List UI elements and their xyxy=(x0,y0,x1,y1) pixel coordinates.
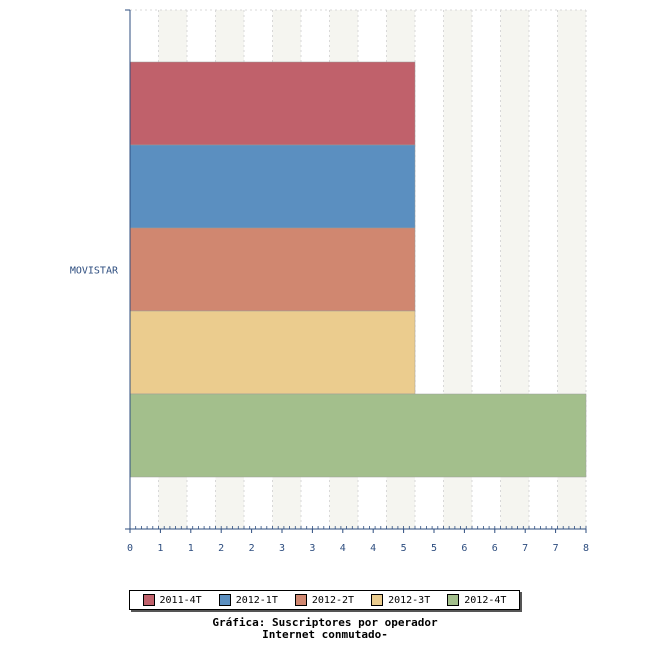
chart-title: Gráfica: Suscriptores por operador Inter… xyxy=(0,617,650,641)
legend: 2011-4T 2012-1T 2012-2T 2012-3T 2012-4T xyxy=(129,590,520,610)
x-tick-label: 6 xyxy=(461,543,467,554)
legend-swatch xyxy=(371,594,384,606)
x-tick-label: 7 xyxy=(553,543,559,554)
x-tick-label: 8 xyxy=(583,543,589,554)
bar xyxy=(129,61,416,146)
bars xyxy=(129,61,587,478)
legend-label: 2012-2T xyxy=(311,594,355,606)
legend-label: 2011-4T xyxy=(159,594,202,606)
legend-swatch xyxy=(142,594,155,606)
bar xyxy=(129,393,587,478)
x-tick-label: 2 xyxy=(249,543,255,554)
legend-item: 2012-4T xyxy=(447,594,506,606)
legend-label: 2012-4T xyxy=(464,594,507,606)
legend-label: 2012-1T xyxy=(235,594,278,606)
bar xyxy=(129,144,416,229)
x-tick-label: 6 xyxy=(492,543,498,554)
x-tick-label: 7 xyxy=(522,543,528,554)
chart-title-line2: Internet conmutado- xyxy=(262,628,388,641)
x-tick-label: 4 xyxy=(340,543,346,554)
x-tick-label: 1 xyxy=(157,543,163,554)
x-tick-label: 2 xyxy=(218,543,224,554)
bar xyxy=(129,227,416,312)
legend-swatch xyxy=(447,594,460,606)
x-tick-label: 3 xyxy=(279,543,285,554)
legend-item: 2012-2T xyxy=(294,594,355,606)
axes: 0 1 1 2 2 3 3 4 4 5 5 6 6 7 7 8 MOVISTAR xyxy=(70,9,589,554)
x-tick-label: 5 xyxy=(431,543,437,554)
legend-label: 2012-3T xyxy=(388,594,431,606)
bar xyxy=(129,310,416,395)
legend-swatch xyxy=(218,594,231,606)
legend-swatch xyxy=(294,594,307,606)
x-tick-label: 0 xyxy=(127,543,133,554)
category-label: MOVISTAR xyxy=(70,266,119,277)
legend-item: 2011-4T xyxy=(142,594,202,606)
legend-item: 2012-1T xyxy=(218,594,278,606)
x-tick-label: 4 xyxy=(370,543,376,554)
legend-item: 2012-3T xyxy=(371,594,430,606)
x-tick-label: 5 xyxy=(401,543,407,554)
x-tick-label: 1 xyxy=(188,543,194,554)
x-tick-label: 3 xyxy=(309,543,315,554)
chart-title-line1: Gráfica: Suscriptores por operador xyxy=(212,616,438,629)
